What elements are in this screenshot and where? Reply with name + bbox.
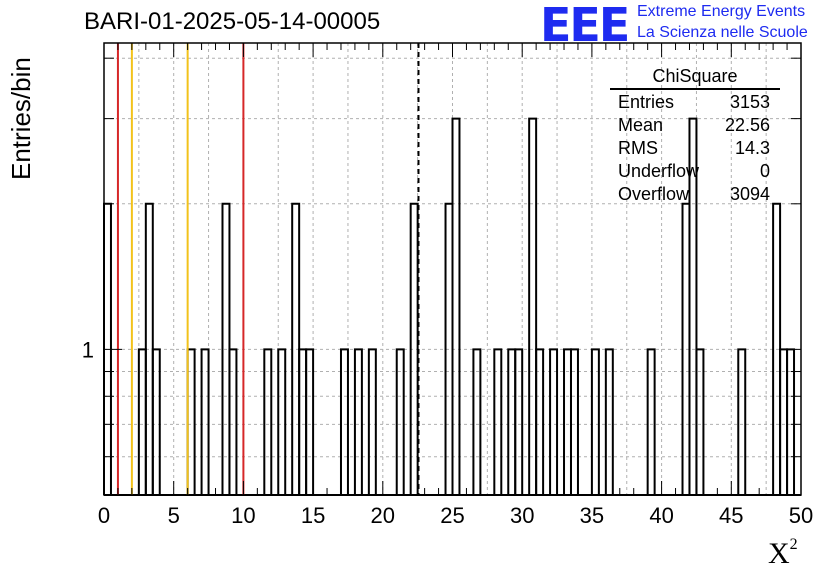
- x-tick-label: 35: [580, 503, 604, 528]
- histogram-bin: [695, 348, 705, 495]
- x-axis-label: X2: [768, 536, 798, 570]
- eee-logo-line2: La Scienza nelle Scuole: [637, 24, 808, 41]
- x-tick-label: 40: [649, 503, 673, 528]
- x-tick-label: 15: [301, 503, 325, 528]
- eee-logo-line1: Extreme Energy Events: [637, 3, 806, 20]
- stats-row-mean: Mean 22.56: [610, 114, 780, 137]
- y-axis-label: Entries/bin: [6, 57, 36, 180]
- histogram-bin: [472, 348, 482, 495]
- stats-box: ChiSquare Entries 3153 Mean 22.56 RMS 14.3 …: [610, 66, 780, 206]
- histogram-bin: [339, 348, 349, 495]
- histogram-bin: [277, 348, 287, 495]
- x-tick-label: 20: [371, 503, 395, 528]
- histogram-bin: [263, 348, 273, 495]
- stats-row-entries: Entries 3153: [610, 91, 780, 114]
- histogram-bin: [528, 117, 538, 495]
- histogram-bin: [549, 348, 559, 495]
- histogram-bin: [151, 348, 161, 495]
- histogram-bin: [514, 348, 524, 495]
- histogram-bin: [228, 348, 238, 495]
- stats-title: ChiSquare: [610, 66, 780, 90]
- stats-value: 0: [759, 161, 770, 181]
- histogram-bin: [604, 348, 614, 495]
- stats-label: Overflow: [618, 184, 690, 204]
- histogram-bin: [737, 348, 747, 495]
- chart-title: BARI-01-2025-05-14-00005: [84, 8, 381, 35]
- x-tick-label: 30: [510, 503, 534, 528]
- histogram-bin: [535, 348, 545, 495]
- stats-label: Underflow: [618, 161, 700, 181]
- histogram-bin: [451, 117, 461, 495]
- eee-logo-mark: EEE: [540, 0, 630, 52]
- stats-label: Mean: [618, 115, 664, 135]
- histogram-bin: [590, 348, 600, 495]
- stats-value: 22.56: [724, 115, 770, 135]
- x-tick-label: 0: [98, 503, 110, 528]
- stats-value: 3094: [729, 184, 770, 204]
- stats-row-underflow: Underflow 0: [610, 160, 780, 183]
- x-tick-label: 5: [168, 503, 180, 528]
- stats-value: 14.3: [734, 138, 770, 158]
- stats-value: 3153: [729, 92, 770, 112]
- histogram-bin: [367, 348, 377, 495]
- histogram-bin: [305, 348, 315, 495]
- stats-row-overflow: Overflow 3094: [610, 183, 780, 206]
- x-tick-label: 50: [789, 503, 813, 528]
- y-tick-label: 1: [82, 337, 94, 362]
- x-tick-label: 45: [719, 503, 743, 528]
- histogram-bin: [353, 348, 363, 495]
- stats-row-rms: RMS 14.3: [610, 137, 780, 160]
- x-tick-label: 25: [440, 503, 464, 528]
- histogram-bin: [569, 348, 579, 495]
- stats-label: Entries: [618, 92, 675, 112]
- histogram-bin: [493, 348, 503, 495]
- histogram-bin: [395, 348, 405, 495]
- stats-label: RMS: [618, 138, 658, 158]
- histogram-bin: [688, 117, 698, 495]
- x-tick-label: 10: [231, 503, 255, 528]
- histogram-bin: [200, 348, 210, 495]
- histogram-bin: [646, 348, 656, 495]
